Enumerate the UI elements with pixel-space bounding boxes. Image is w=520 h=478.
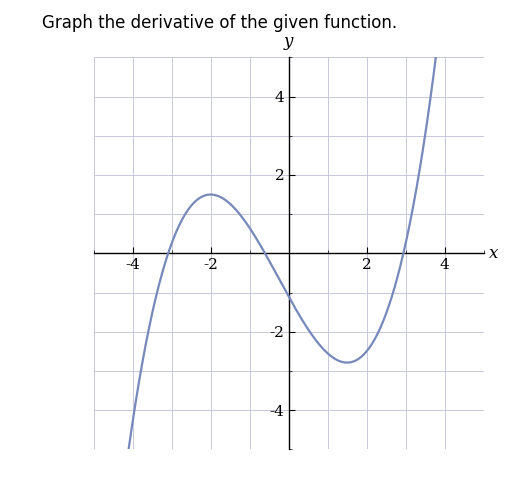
Text: Graph the derivative of the given function.: Graph the derivative of the given functi… — [42, 14, 397, 33]
Text: x: x — [489, 245, 499, 262]
Text: y: y — [284, 33, 293, 50]
